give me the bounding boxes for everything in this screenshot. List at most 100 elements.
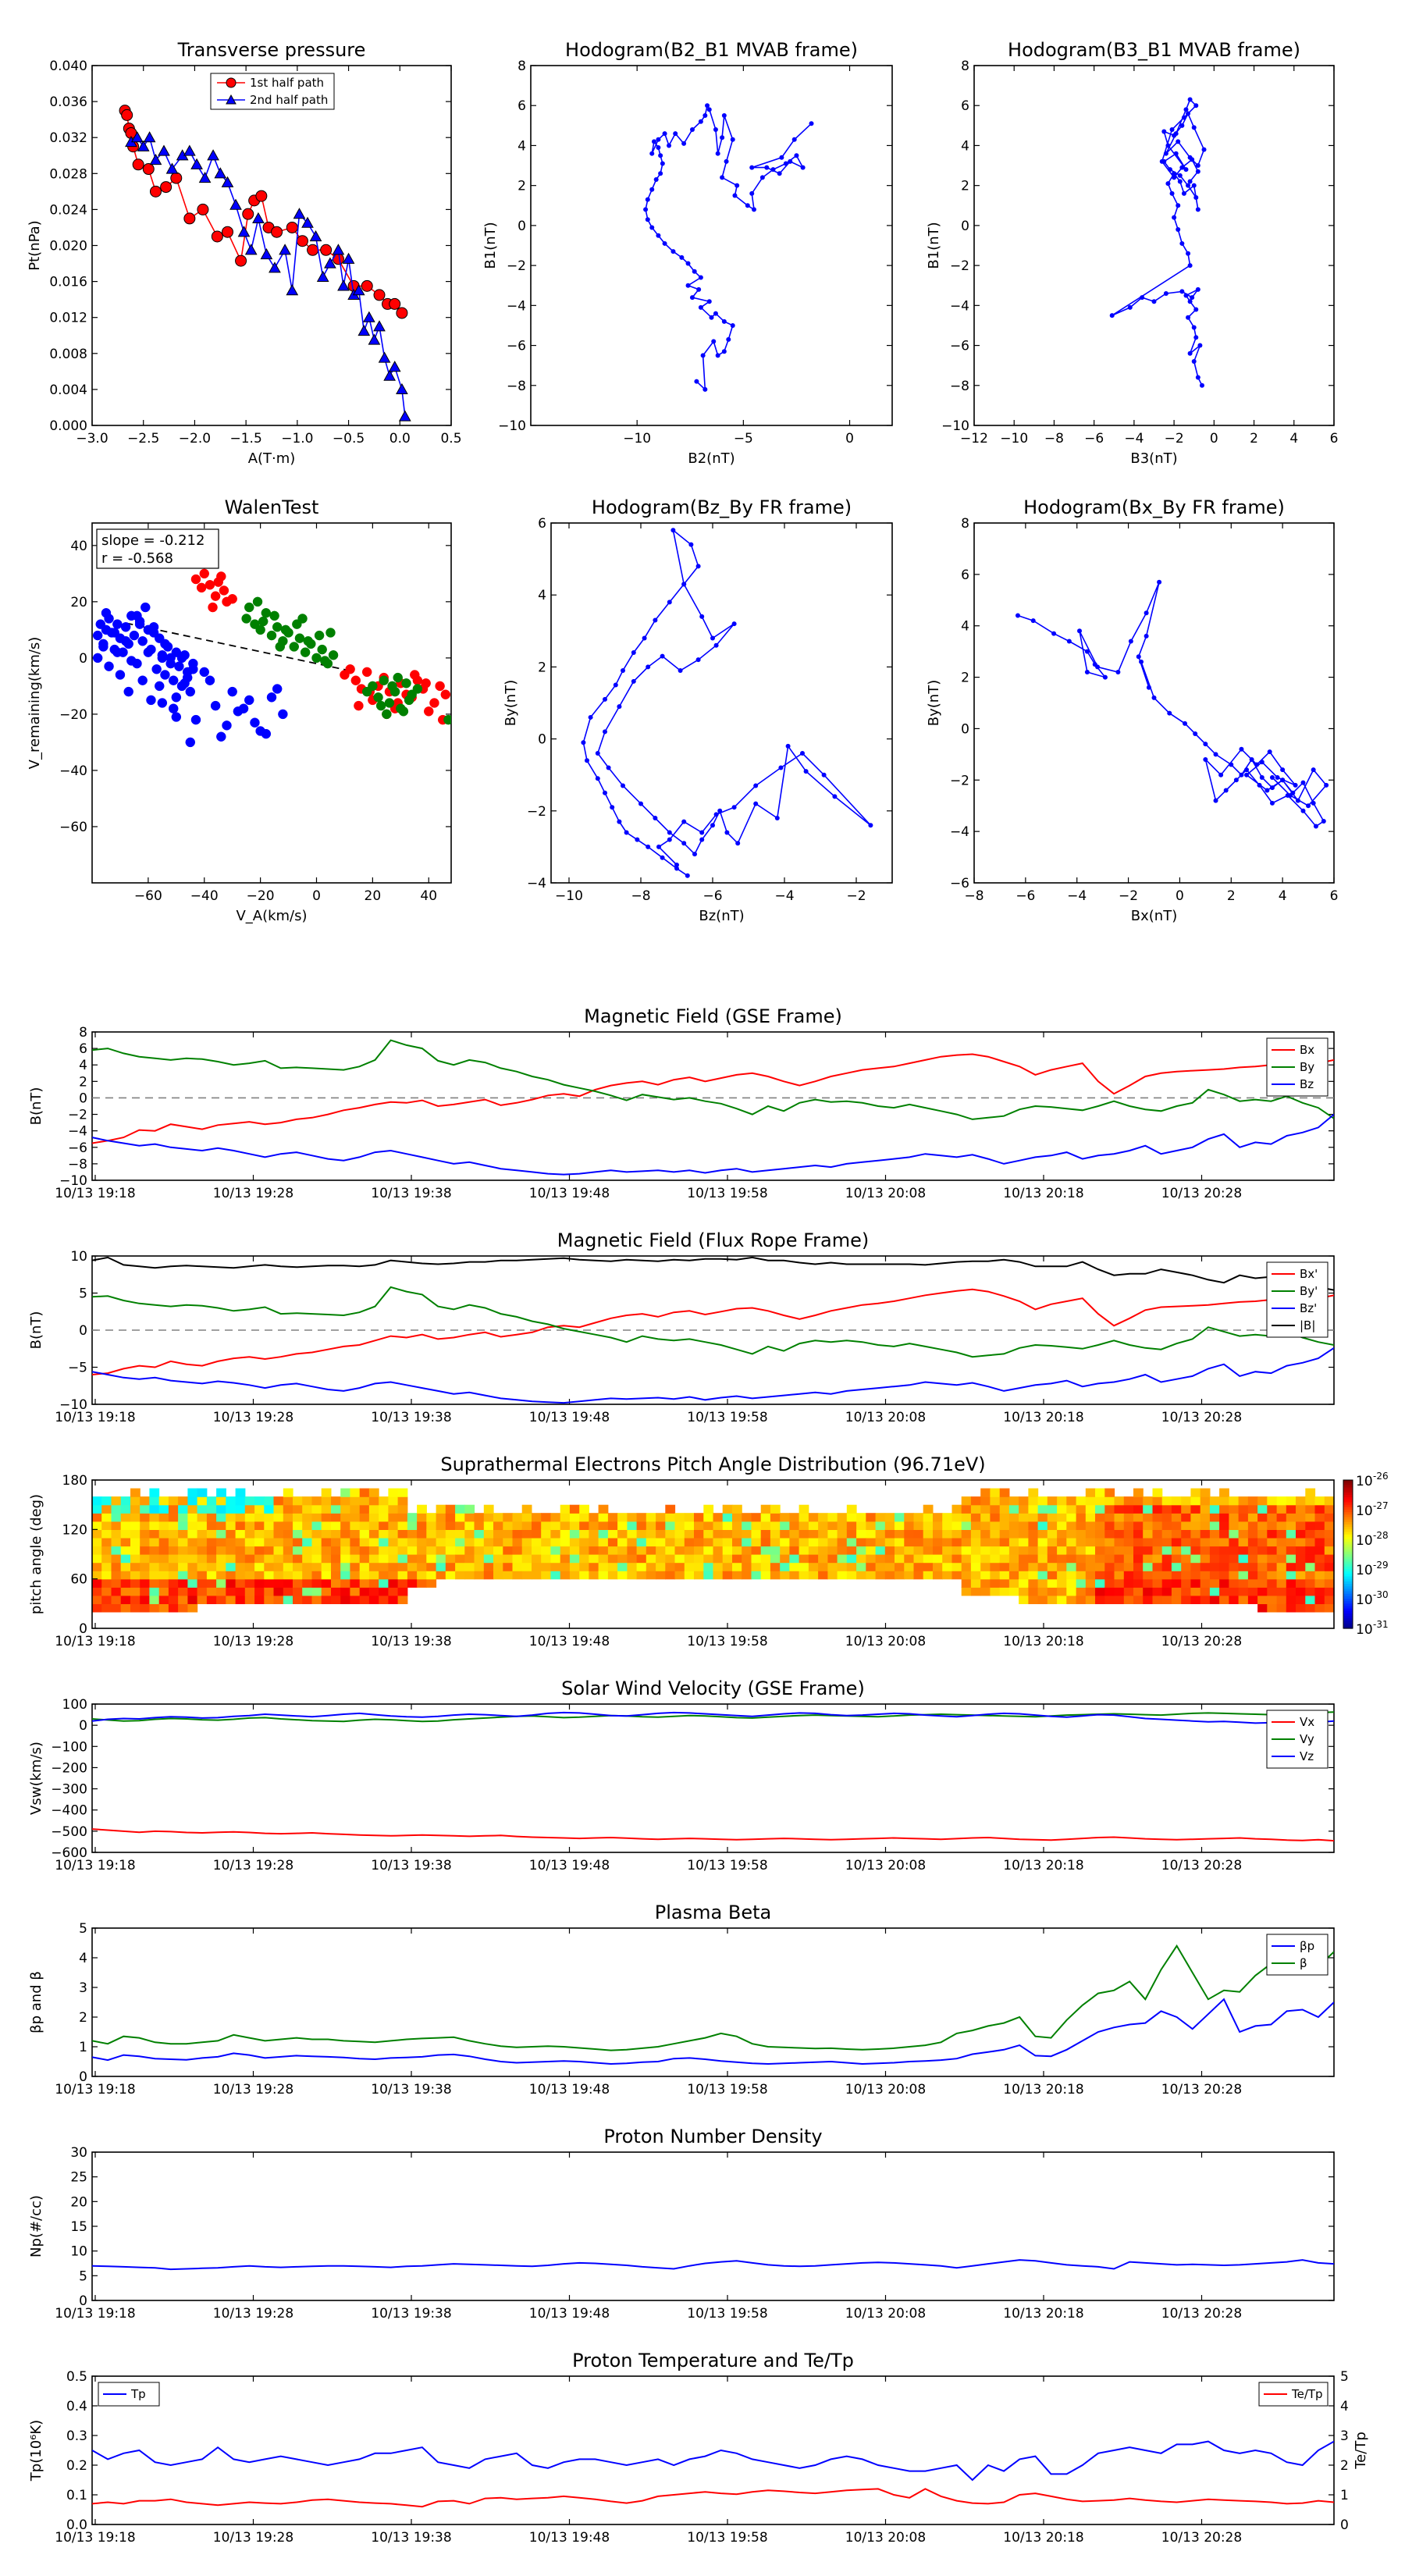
y-tick-label: 2 xyxy=(518,179,526,194)
data-point xyxy=(157,698,168,708)
heatmap-cell xyxy=(1229,1496,1240,1506)
heatmap-cell xyxy=(464,1521,475,1530)
heatmap-cell xyxy=(598,1546,609,1555)
chart-pad: Suprathermal Electrons Pitch Angle Distr… xyxy=(28,1453,1389,1649)
heatmap-cell xyxy=(1161,1504,1172,1514)
heatmap-cell xyxy=(760,1571,771,1580)
heatmap-cell xyxy=(1305,1595,1316,1604)
x-tick-label: 0 xyxy=(312,888,321,904)
heatmap-cell xyxy=(1171,1571,1182,1580)
heatmap-cell xyxy=(101,1496,112,1506)
heatmap-cell xyxy=(474,1571,485,1580)
data-point xyxy=(412,684,423,694)
heatmap-cell xyxy=(1190,1578,1201,1588)
heatmap-cell xyxy=(1114,1537,1125,1547)
heatmap-cell xyxy=(799,1571,809,1580)
data-point xyxy=(613,682,618,688)
y-tick-label: 0.5 xyxy=(66,2369,87,2385)
data-point xyxy=(685,283,691,288)
data-point xyxy=(1139,659,1144,664)
chart-title: Hodogram(B2_B1 MVAB frame) xyxy=(565,39,858,61)
heatmap-cell xyxy=(1267,1554,1278,1564)
heatmap-cell xyxy=(742,1554,752,1564)
heatmap-cell xyxy=(884,1521,895,1530)
heatmap-cell xyxy=(120,1513,131,1522)
data-point xyxy=(674,866,679,871)
heatmap-cell xyxy=(1037,1587,1048,1596)
heatmap-cell xyxy=(379,1529,389,1539)
heatmap-cell xyxy=(913,1513,924,1522)
heatmap-cell xyxy=(130,1587,140,1596)
data-point xyxy=(149,185,162,197)
heatmap-cell xyxy=(321,1504,332,1514)
heatmap-cell xyxy=(1286,1578,1297,1588)
heatmap-cell xyxy=(589,1571,599,1580)
y-tick-label: 2 xyxy=(538,660,546,675)
data-point xyxy=(656,145,661,151)
heatmap-cell xyxy=(646,1521,656,1530)
heatmap-cell xyxy=(426,1546,437,1555)
data-point xyxy=(1187,299,1193,304)
heatmap-cell xyxy=(264,1587,275,1596)
heatmap-cell xyxy=(1181,1595,1191,1604)
colorbar-segment xyxy=(1343,1551,1353,1555)
y-tick-label: 0.008 xyxy=(49,347,87,362)
heatmap-cell xyxy=(436,1571,446,1580)
data-point xyxy=(424,706,434,717)
heatmap-cell xyxy=(1247,1521,1258,1530)
data-point xyxy=(1140,295,1145,301)
heatmap-cell xyxy=(206,1587,217,1596)
heatmap-cell xyxy=(283,1521,293,1530)
heatmap-cell xyxy=(1267,1521,1278,1530)
data-point xyxy=(1280,777,1286,783)
data-point xyxy=(368,333,381,345)
heatmap-cell xyxy=(226,1513,237,1522)
heatmap-cell xyxy=(1219,1595,1229,1604)
data-point xyxy=(685,873,690,878)
heatmap-cell xyxy=(1257,1521,1268,1530)
heatmap-cell xyxy=(350,1546,361,1555)
heatmap-cell xyxy=(818,1571,828,1580)
heatmap-cell xyxy=(1276,1513,1287,1522)
heatmap-cell xyxy=(1314,1521,1325,1530)
heatmap-cell xyxy=(512,1571,523,1580)
heatmap-cell xyxy=(216,1571,226,1580)
heatmap-cell xyxy=(818,1562,828,1571)
heatmap-cell xyxy=(617,1521,628,1530)
data-point xyxy=(337,279,350,291)
data-point xyxy=(658,171,663,176)
data-point xyxy=(713,126,718,132)
data-point xyxy=(1128,639,1133,644)
data-point xyxy=(764,165,770,170)
heatmap-cell xyxy=(321,1546,332,1555)
data-point xyxy=(210,591,221,601)
heatmap-cell xyxy=(742,1529,752,1539)
heatmap-cell xyxy=(1019,1537,1029,1547)
heatmap-cell xyxy=(1276,1578,1287,1588)
heatmap-cell xyxy=(187,1578,198,1588)
heatmap-cell xyxy=(388,1504,399,1514)
heatmap-cell xyxy=(197,1562,208,1571)
right-y-tick-label: 0 xyxy=(1340,2517,1349,2533)
heatmap-cell xyxy=(1047,1571,1058,1580)
x-tick-label: 0 xyxy=(1176,888,1184,904)
x-tick-label: 0 xyxy=(845,431,854,447)
y-tick-label: 0.016 xyxy=(49,275,87,290)
heatmap-cell xyxy=(512,1537,523,1547)
heatmap-cell xyxy=(331,1504,341,1514)
heatmap-cell xyxy=(455,1529,465,1539)
heatmap-cell xyxy=(827,1571,838,1580)
heatmap-cell xyxy=(1171,1595,1182,1604)
heatmap-cell xyxy=(970,1578,981,1588)
data-point xyxy=(646,664,651,670)
heatmap-cell xyxy=(751,1571,762,1580)
heatmap-cell xyxy=(359,1587,370,1596)
heatmap-cell xyxy=(1257,1603,1268,1613)
y-tick-label: −4 xyxy=(950,298,969,314)
heatmap-cell xyxy=(856,1554,866,1564)
heatmap-cell xyxy=(722,1571,733,1580)
data-point xyxy=(713,642,719,648)
plot-area xyxy=(92,2440,1334,2508)
heatmap-cell xyxy=(521,1546,532,1555)
heatmap-cell xyxy=(483,1529,494,1539)
